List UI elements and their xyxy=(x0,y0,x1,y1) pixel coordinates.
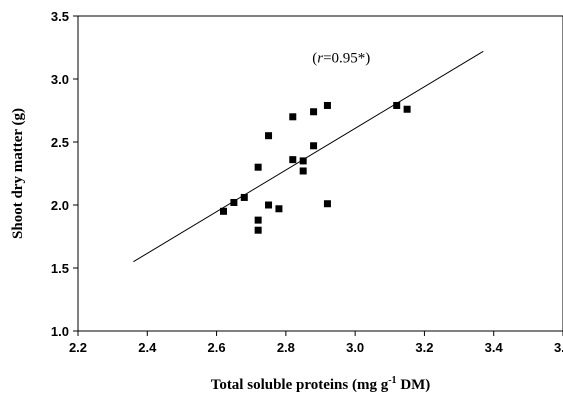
data-point xyxy=(240,193,248,201)
y-tick-label: 2.0 xyxy=(51,198,69,213)
correlation-annotation: (r=0.95*) xyxy=(312,51,370,67)
data-point xyxy=(299,167,307,175)
data-point xyxy=(299,157,307,165)
y-tick-label: 3.0 xyxy=(51,72,69,87)
x-axis-title-superscript: -1 xyxy=(388,375,396,386)
data-point xyxy=(323,101,331,109)
data-point xyxy=(230,198,238,206)
x-axis-title-main: Total soluble proteins (mg g xyxy=(211,377,389,393)
data-point xyxy=(310,108,318,116)
trendline xyxy=(133,50,484,263)
x-tick-label: 3.0 xyxy=(346,340,364,355)
x-axis-title: Total soluble proteins (mg g-1 DM) xyxy=(211,375,431,393)
y-axis-title: Shoot dry matter (g) xyxy=(10,108,26,239)
data-point xyxy=(310,142,318,150)
data-point xyxy=(220,207,227,215)
annotation-suffix: =0.95*) xyxy=(323,51,370,67)
data-point xyxy=(265,201,273,209)
y-axis-ticks: 1.0 1.5 2.0 2.5 3.0 3.5 xyxy=(51,9,78,339)
x-axis-title-suffix: DM) xyxy=(397,377,431,393)
x-tick-label: 3.6 xyxy=(554,340,563,355)
y-tick-label: 3.5 xyxy=(51,9,69,24)
plot-area xyxy=(77,15,563,332)
x-axis-ticks: 2.2 2.4 2.6 2.8 3.0 3.2 3.4 3.6 xyxy=(69,331,563,355)
trendline-group xyxy=(133,50,484,263)
x-tick-label: 2.6 xyxy=(208,340,226,355)
annotation-prefix: ( xyxy=(312,51,317,67)
data-point xyxy=(275,205,283,213)
x-tick-label: 3.2 xyxy=(415,340,433,355)
x-tick-label: 2.4 xyxy=(138,340,157,355)
data-point xyxy=(403,105,411,113)
y-tick-label: 1.0 xyxy=(51,324,69,339)
data-point xyxy=(254,226,262,234)
y-tick-label: 1.5 xyxy=(51,261,69,276)
annotation-r: r xyxy=(317,51,323,67)
data-point xyxy=(289,156,297,164)
x-tick-label: 2.8 xyxy=(277,340,295,355)
data-point xyxy=(393,101,401,109)
data-point xyxy=(289,113,297,121)
x-tick-label: 3.4 xyxy=(485,340,504,355)
data-point xyxy=(265,132,273,140)
data-points xyxy=(220,101,411,234)
x-tick-label: 2.2 xyxy=(69,340,87,355)
data-point xyxy=(323,200,331,208)
data-point xyxy=(254,163,262,171)
data-point xyxy=(254,216,262,224)
y-tick-label: 2.5 xyxy=(51,135,69,150)
